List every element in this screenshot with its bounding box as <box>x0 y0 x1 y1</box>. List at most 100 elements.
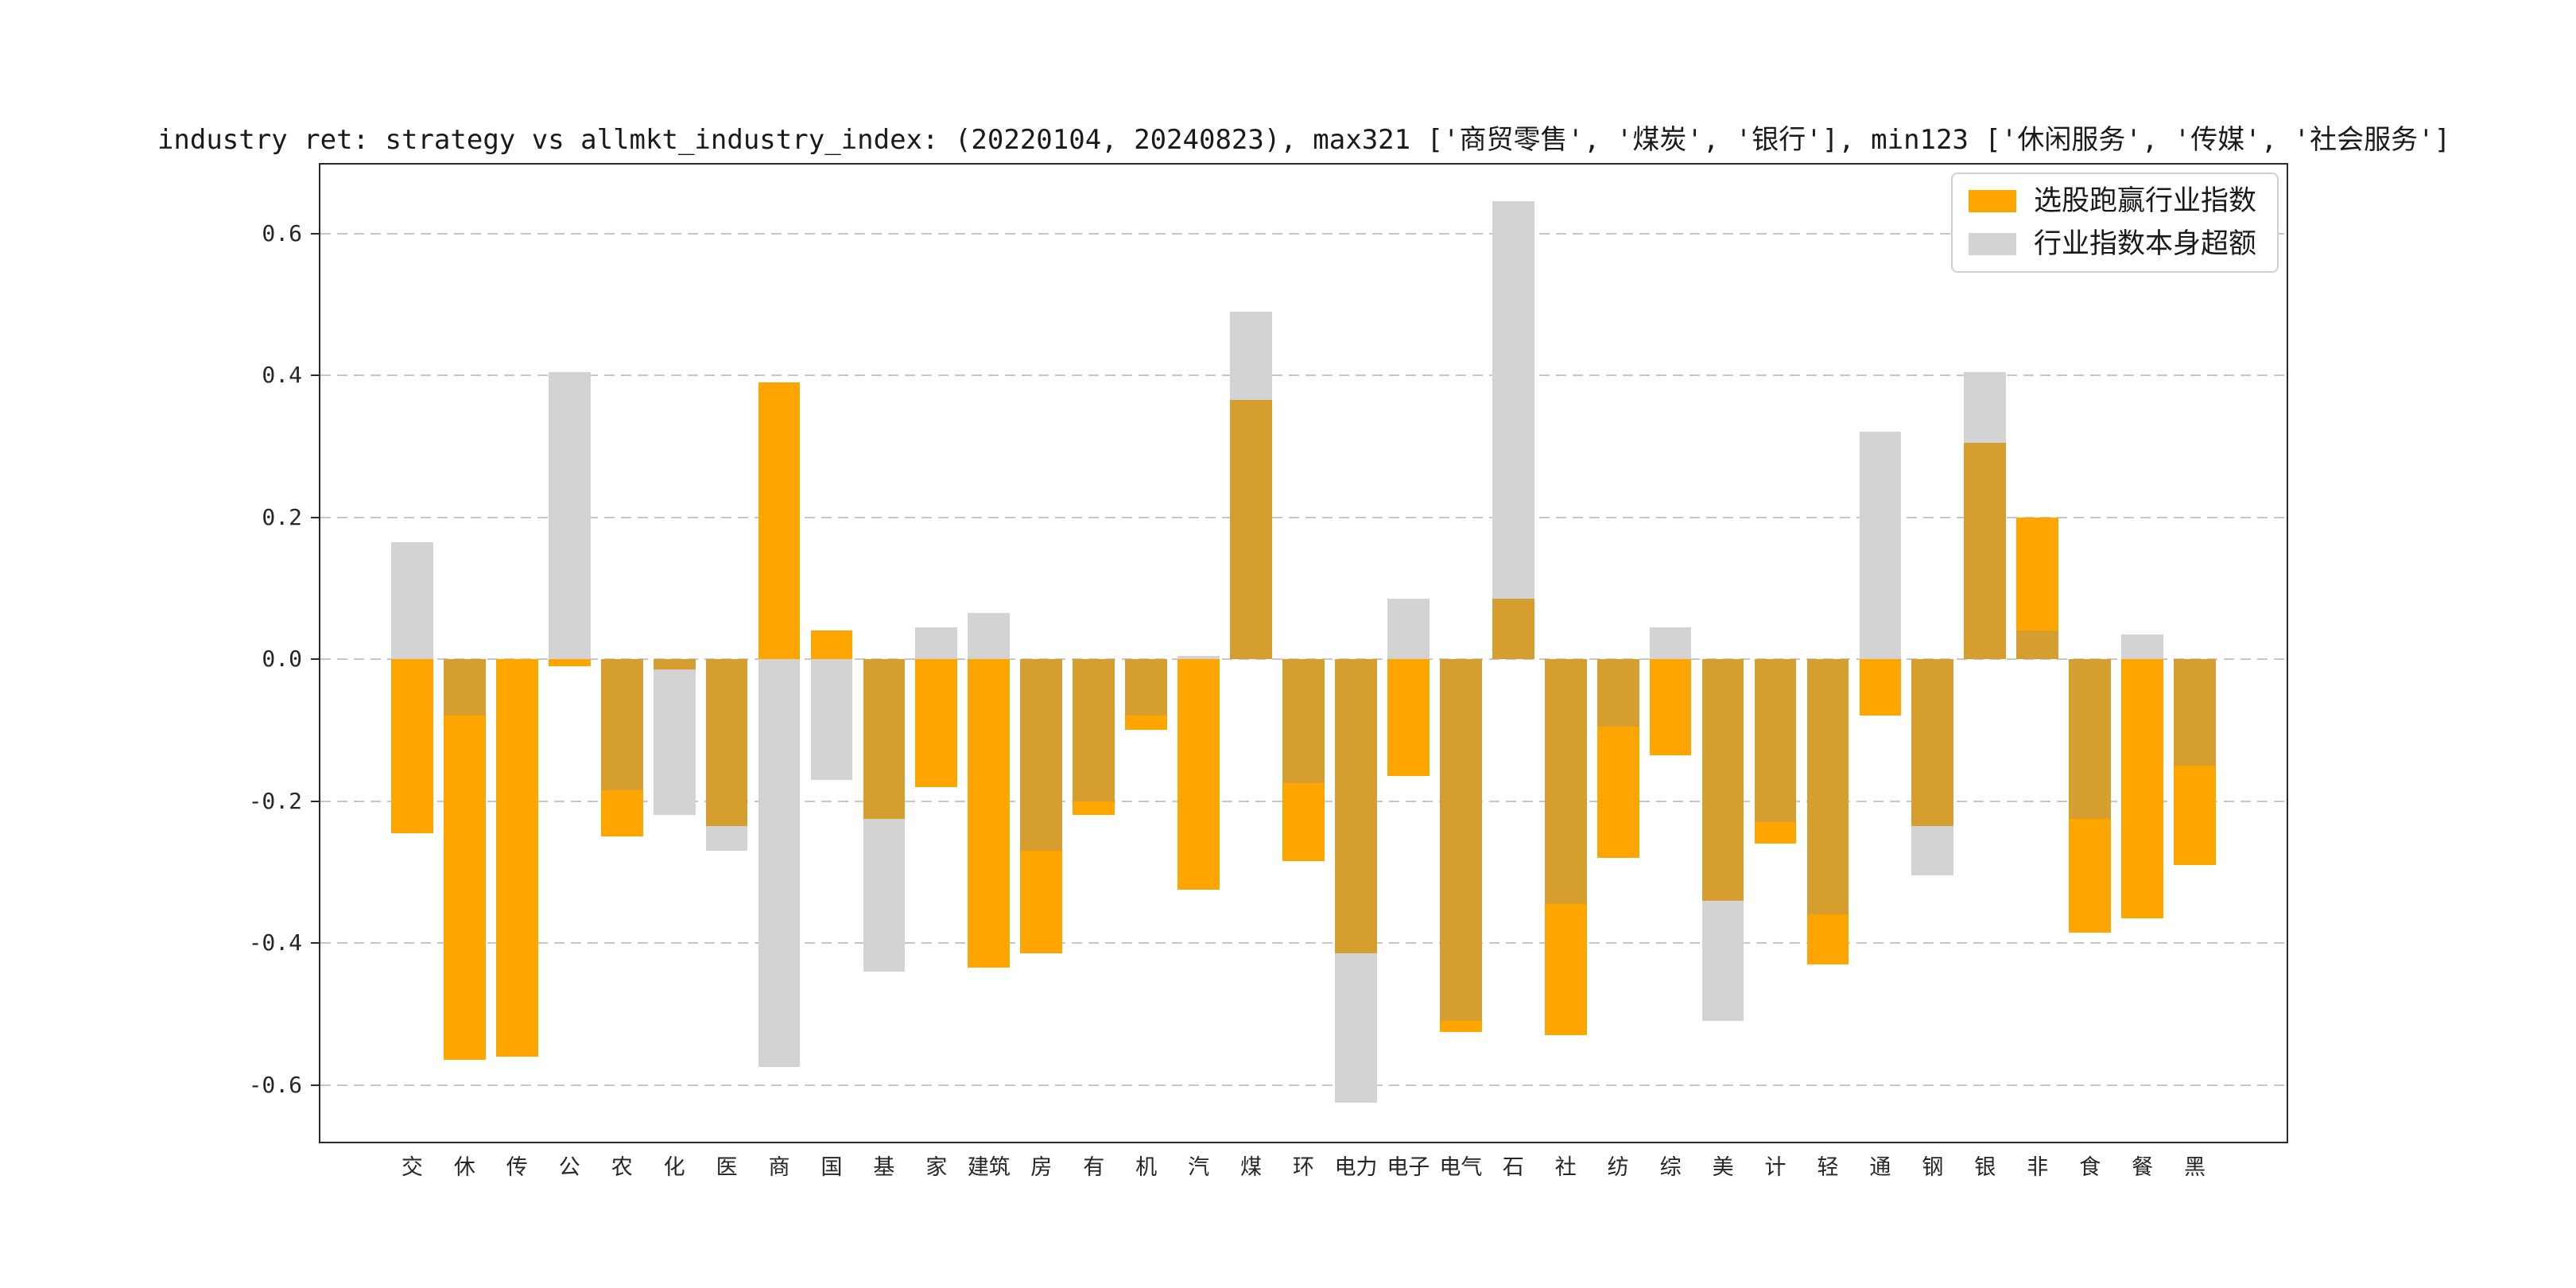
x-tick-label: 环 <box>1293 1155 1314 1180</box>
legend: 选股跑赢行业指数 行业指数本身超额 <box>1950 173 2279 273</box>
bar-index <box>968 613 1011 660</box>
y-tick-mark <box>311 800 320 802</box>
bar-index <box>1335 953 1377 1103</box>
bar-overlap-segment <box>1701 659 1744 901</box>
bar-overlap-segment <box>653 659 696 670</box>
bar-overlap-segment <box>1911 659 1954 826</box>
bar-overlap-segment <box>2174 659 2216 766</box>
bar-strategy <box>1282 783 1325 862</box>
x-tick-label: 石 <box>1502 1155 1524 1180</box>
bar-strategy <box>1649 659 1692 755</box>
bar-overlap-segment <box>1335 659 1377 954</box>
bar-strategy <box>600 790 643 837</box>
y-tick-mark <box>311 1084 320 1086</box>
bar-strategy <box>1859 659 1902 716</box>
x-tick-label: 传 <box>506 1155 528 1180</box>
x-tick-label: 电子 <box>1387 1155 1430 1180</box>
bar-overlap-segment <box>1020 659 1063 852</box>
x-tick-label: 汽 <box>1188 1155 1210 1180</box>
bar-index <box>863 818 906 972</box>
x-tick-label: 公 <box>558 1155 580 1180</box>
x-tick-label: 计 <box>1764 1155 1787 1180</box>
bar-index <box>1911 825 1954 876</box>
x-tick-label: 房 <box>1030 1155 1053 1180</box>
bar-overlap-segment <box>1125 659 1168 716</box>
x-tick-label: 非 <box>2027 1155 2049 1180</box>
bar-index <box>1701 900 1744 1022</box>
bar-strategy <box>915 659 958 787</box>
bar-strategy <box>1020 851 1063 954</box>
plot-area: 选股跑赢行业指数 行业指数本身超额 <box>319 163 2288 1143</box>
bar-overlap-segment <box>1282 659 1325 784</box>
x-tick-label: 社 <box>1554 1155 1577 1180</box>
bar-index <box>1859 432 1902 660</box>
x-tick-label: 基 <box>873 1155 895 1180</box>
bar-overlap-segment <box>443 659 486 716</box>
bar-index <box>548 371 591 660</box>
bar-strategy <box>1806 914 1849 964</box>
bar-overlap-segment <box>1596 659 1639 727</box>
x-tick-label: 轻 <box>1817 1155 1839 1180</box>
x-tick-label: 有 <box>1083 1155 1105 1180</box>
bar-index <box>1177 655 1220 660</box>
y-tick-mark <box>311 374 320 377</box>
bar-index <box>653 669 696 816</box>
y-tick-mark <box>311 942 320 945</box>
bar-overlap-segment <box>1073 659 1115 801</box>
x-tick-label: 建筑 <box>967 1155 1011 1180</box>
y-tick-label: 0.4 <box>262 362 302 389</box>
x-tick-label: 农 <box>611 1155 633 1180</box>
bar-strategy <box>1073 801 1115 816</box>
y-tick-label: 0.6 <box>262 219 302 246</box>
x-tick-label: 化 <box>663 1155 685 1180</box>
bar-strategy <box>1177 659 1220 890</box>
bar-overlap-segment <box>705 659 748 826</box>
y-tick-label: -0.4 <box>248 929 302 956</box>
x-tick-label: 钢 <box>1922 1155 1944 1180</box>
bar-index <box>1649 627 1692 660</box>
bar-index <box>1230 311 1272 401</box>
bar-strategy <box>495 659 538 1057</box>
bar-strategy <box>548 659 591 666</box>
bar-overlap-segment <box>1754 659 1797 823</box>
x-tick-label: 机 <box>1135 1155 1158 1180</box>
bar-overlap-segment <box>1230 400 1272 660</box>
bar-strategy <box>1544 904 1587 1036</box>
y-tick-label: 0.2 <box>262 503 302 530</box>
y-tick-mark <box>311 232 320 235</box>
gridline <box>320 1084 2287 1086</box>
y-tick-label: 0.0 <box>262 646 302 673</box>
x-tick-label: 交 <box>401 1155 423 1180</box>
bar-overlap-segment <box>1964 442 2007 660</box>
bar-overlap-segment <box>863 659 906 819</box>
x-tick-label: 食 <box>2079 1155 2101 1180</box>
bar-index <box>758 659 801 1068</box>
bar-strategy <box>1125 716 1168 731</box>
y-tick-mark <box>311 516 320 518</box>
y-tick-mark <box>311 658 320 661</box>
bar-strategy <box>2016 517 2059 631</box>
x-tick-label: 煤 <box>1240 1155 1263 1180</box>
x-tick-label: 电气 <box>1439 1155 1483 1180</box>
legend-swatch-strategy-icon <box>1968 190 2016 212</box>
bar-overlap-segment <box>1492 599 1534 660</box>
bar-index <box>915 627 958 660</box>
gridline <box>320 374 2287 377</box>
bar-overlap-segment <box>2069 659 2112 819</box>
x-tick-label: 家 <box>925 1155 948 1180</box>
gridline <box>320 942 2287 945</box>
bar-overlap-segment <box>2016 630 2059 660</box>
bar-overlap-segment <box>1439 659 1482 1022</box>
bar-strategy <box>758 382 801 660</box>
bar-overlap-segment <box>1544 659 1587 904</box>
legend-label-strategy: 选股跑赢行业指数 <box>2033 185 2256 217</box>
gridline <box>320 516 2287 518</box>
legend-item-index: 行业指数本身超额 <box>1968 228 2256 260</box>
bar-strategy <box>2121 659 2164 918</box>
x-tick-label: 通 <box>1869 1155 1891 1180</box>
bar-strategy <box>1387 659 1430 777</box>
x-tick-label: 综 <box>1659 1155 1682 1180</box>
x-tick-label: 医 <box>716 1155 738 1180</box>
x-tick-label: 国 <box>821 1155 843 1180</box>
